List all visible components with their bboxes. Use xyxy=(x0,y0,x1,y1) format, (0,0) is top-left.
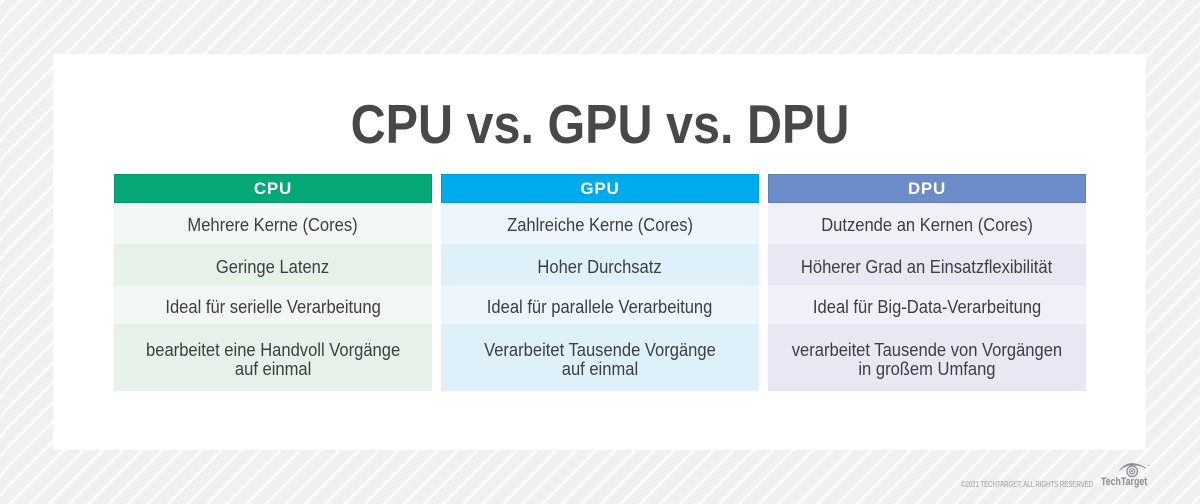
svg-text:™: ™ xyxy=(1147,464,1150,468)
